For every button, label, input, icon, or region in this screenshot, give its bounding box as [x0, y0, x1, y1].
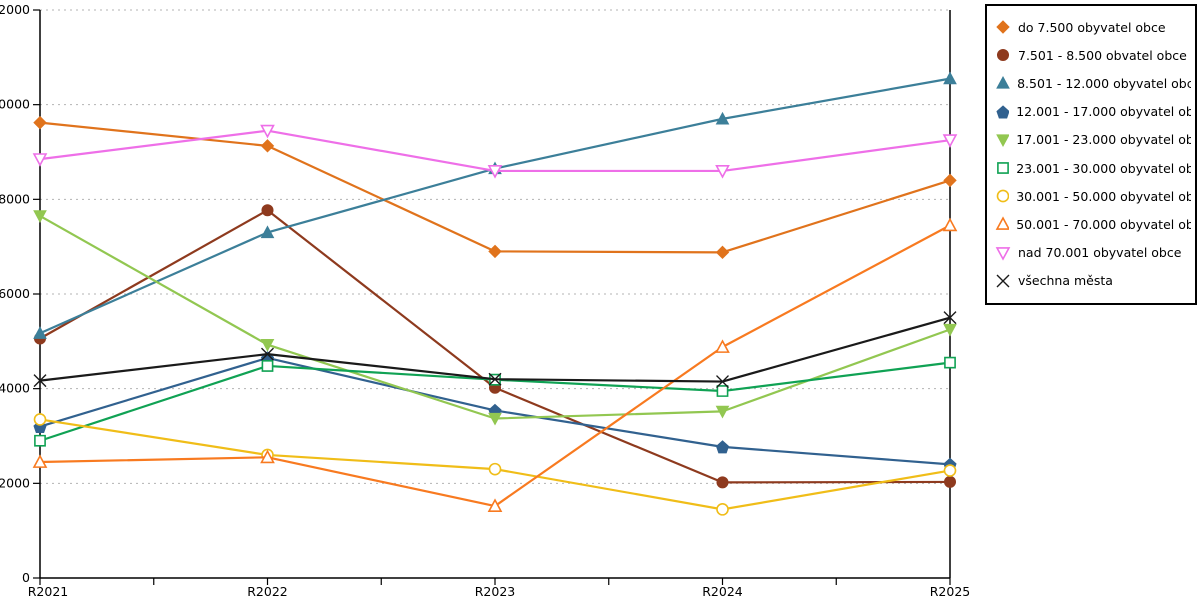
svg-text:R2022: R2022 — [247, 584, 288, 599]
legend-marker-triangle-down-outline-icon — [995, 246, 1011, 261]
legend-item: nad 70.001 obyvatel obce — [995, 239, 1191, 267]
legend-marker-square-outline-icon — [997, 162, 1009, 174]
legend-item: 30.001 - 50.000 obyvatel obc... — [995, 182, 1191, 210]
legend-marker-pentagon-icon — [996, 104, 1010, 119]
svg-text:12000: 12000 — [0, 2, 30, 17]
legend-label: 7.501 - 8.500 obvatel obce — [1018, 47, 1187, 63]
svg-text:2000: 2000 — [0, 475, 30, 490]
svg-text:R2023: R2023 — [475, 584, 516, 599]
svg-text:6000: 6000 — [0, 286, 30, 301]
legend: do 7.500 obyvatel obce 7.501 - 8.500 obv… — [985, 4, 1197, 305]
legend-label: 23.001 - 30.000 obyvatel obc... — [1016, 160, 1191, 176]
legend-item: 50.001 - 70.000 obyvatel obc... — [995, 210, 1191, 238]
legend-item: 8.501 - 12.000 obyvatel obce — [995, 69, 1191, 97]
legend-marker-triangle-down-icon — [996, 134, 1010, 147]
svg-text:R2024: R2024 — [702, 584, 743, 599]
svg-text:R2025: R2025 — [930, 584, 971, 599]
legend-item: do 7.500 obyvatel obce — [995, 13, 1191, 41]
legend-item: všechna města — [995, 267, 1191, 295]
legend-item: 23.001 - 30.000 obyvatel obc... — [995, 154, 1191, 182]
legend-marker-triangle-up-outline-icon — [995, 216, 1010, 231]
legend-item: 17.001 - 23.000 obyvatel obc... — [995, 126, 1191, 154]
legend-marker-circle-icon — [996, 49, 1010, 62]
legend-marker-circle-outline-icon — [996, 189, 1010, 203]
legend-marker-triangle-up-icon — [996, 76, 1010, 90]
legend-marker-diamond-icon — [996, 20, 1010, 34]
svg-text:8000: 8000 — [0, 191, 30, 206]
legend-label: 50.001 - 70.000 obyvatel obc... — [1016, 216, 1191, 232]
legend-label: všechna města — [1018, 273, 1113, 289]
legend-label: 30.001 - 50.000 obyvatel obc... — [1016, 188, 1191, 204]
legend-label: 17.001 - 23.000 obyvatel obc... — [1016, 132, 1191, 148]
legend-item: 12.001 - 17.000 obyvatel obc... — [995, 98, 1191, 126]
svg-text:0: 0 — [22, 570, 30, 585]
legend-label: do 7.500 obyvatel obce — [1018, 19, 1166, 35]
legend-label: 8.501 - 12.000 obyvatel obce — [1017, 75, 1191, 91]
svg-text:R2021: R2021 — [28, 584, 69, 599]
legend-label: nad 70.001 obyvatel obce — [1018, 245, 1182, 261]
svg-text:4000: 4000 — [0, 381, 30, 396]
legend-marker-x-icon — [996, 274, 1010, 288]
svg-text:10000: 10000 — [0, 97, 30, 112]
legend-item: 7.501 - 8.500 obvatel obce — [995, 41, 1191, 69]
legend-label: 12.001 - 17.000 obyvatel obc... — [1016, 104, 1191, 120]
